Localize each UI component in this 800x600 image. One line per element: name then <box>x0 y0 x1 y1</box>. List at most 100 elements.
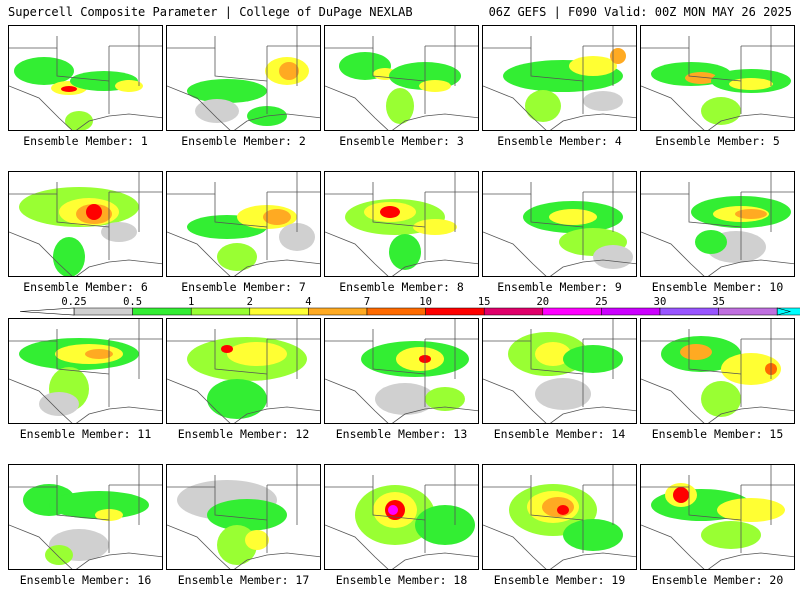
member-label: Ensemble Member: 12 <box>177 427 310 441</box>
member-label: Ensemble Member: 8 <box>339 280 464 294</box>
state-boundary <box>550 406 636 423</box>
state-boundary <box>550 113 636 130</box>
colorbar-segment <box>249 307 309 316</box>
state-boundary <box>9 329 58 342</box>
scp-contour <box>61 86 77 92</box>
state-boundary <box>76 259 162 276</box>
colorbar-tick-label: 20 <box>536 296 550 308</box>
member-label: Ensemble Member: 3 <box>339 134 464 148</box>
member-label: Ensemble Member: 19 <box>493 573 626 587</box>
scp-contour <box>593 245 633 269</box>
scp-contour <box>245 530 269 550</box>
scp-contour <box>388 505 398 515</box>
state-boundary <box>214 487 268 521</box>
scp-contour <box>721 353 781 385</box>
state-boundary <box>234 552 320 569</box>
state-boundary <box>325 182 374 195</box>
state-boundary <box>56 487 110 521</box>
colorbar-tick-label: 4 <box>305 296 312 308</box>
colorbar-segment <box>73 307 133 316</box>
state-boundary <box>325 329 374 342</box>
state-boundary <box>76 406 162 423</box>
state-boundary <box>167 85 231 130</box>
state-boundary <box>641 182 690 195</box>
colorbar-segment <box>425 307 485 316</box>
scp-contour <box>685 72 717 84</box>
scp-contour <box>86 204 102 220</box>
scp-contour <box>735 209 767 219</box>
member-map <box>482 171 637 277</box>
scp-field-map <box>641 26 794 130</box>
scp-contour <box>227 342 287 366</box>
state-boundary <box>530 48 584 82</box>
scp-contour <box>563 519 623 551</box>
colorbar-tick-label: 10 <box>419 296 432 308</box>
state-boundary <box>483 378 547 423</box>
scp-field-map <box>483 26 636 130</box>
state-boundary <box>325 524 389 569</box>
scp-field-map <box>167 26 320 130</box>
scp-contour <box>557 505 569 515</box>
state-boundary <box>372 194 426 228</box>
state-boundary <box>708 113 794 130</box>
scp-field-map <box>325 172 478 276</box>
state-boundary <box>641 378 705 423</box>
state-boundary <box>167 231 231 276</box>
state-boundary <box>325 85 389 130</box>
state-boundary <box>688 487 742 521</box>
scp-contour <box>45 545 73 565</box>
state-boundary <box>167 524 231 569</box>
scp-field-map <box>483 465 636 569</box>
state-boundary <box>708 406 794 423</box>
scp-contour <box>535 342 571 366</box>
state-boundary <box>167 378 231 423</box>
scp-field-map <box>325 465 478 569</box>
state-boundary <box>372 487 426 521</box>
member-label: Ensemble Member: 4 <box>497 134 622 148</box>
colorbar-segment <box>542 307 602 316</box>
scp-contour <box>413 219 457 235</box>
colorbar-segment <box>483 307 544 316</box>
scp-contour <box>85 349 113 359</box>
member-map <box>324 464 479 570</box>
state-boundary <box>325 378 389 423</box>
scp-field-map <box>9 465 162 569</box>
scp-contour <box>39 392 79 416</box>
scp-field-map <box>167 319 320 423</box>
member-map <box>482 464 637 570</box>
scp-contour <box>729 78 773 90</box>
state-boundary <box>9 85 73 130</box>
member-map <box>640 171 795 277</box>
state-boundary <box>234 113 320 130</box>
state-boundary <box>688 194 742 228</box>
state-boundary <box>9 378 73 423</box>
member-label: Ensemble Member: 13 <box>335 427 468 441</box>
page-title: Supercell Composite Parameter | College … <box>8 5 413 19</box>
member-map <box>8 171 163 277</box>
member-map <box>8 464 163 570</box>
scp-contour <box>389 234 421 270</box>
scp-field-map <box>483 319 636 423</box>
scp-contour <box>279 223 315 251</box>
scp-contour <box>53 237 85 276</box>
member-map <box>482 318 637 424</box>
state-boundary <box>56 341 110 375</box>
scp-contour <box>14 57 74 85</box>
colorbar-low-arrow <box>19 307 75 316</box>
member-label: Ensemble Member: 10 <box>651 280 784 294</box>
scp-contour <box>610 48 626 64</box>
state-boundary <box>325 475 374 488</box>
scp-contour <box>49 491 149 519</box>
state-boundary <box>641 524 705 569</box>
scp-contour <box>583 91 623 111</box>
state-boundary <box>483 85 547 130</box>
colorbar-tick-label: 30 <box>653 296 667 308</box>
state-boundary <box>167 36 216 49</box>
member-map <box>640 464 795 570</box>
scp-contour <box>525 90 561 122</box>
state-boundary <box>550 552 636 569</box>
state-boundary <box>392 113 478 130</box>
colorbar-tick-label: 2 <box>246 296 253 308</box>
scp-contour <box>569 56 617 76</box>
scp-contour <box>415 505 475 545</box>
